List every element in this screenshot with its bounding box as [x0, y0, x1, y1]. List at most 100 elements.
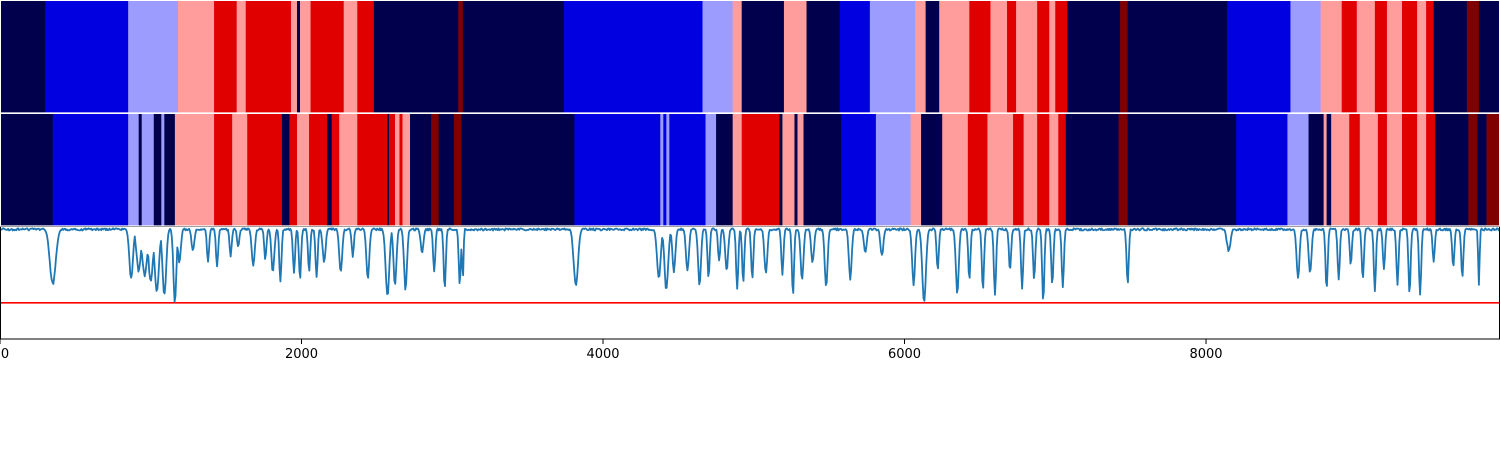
- state-segment: [1478, 0, 1500, 113]
- state-segment: [1386, 0, 1403, 113]
- state-segment: [1023, 113, 1038, 226]
- state-segment: [357, 113, 388, 226]
- state-segment: [1331, 113, 1350, 226]
- state-segment: [327, 113, 333, 226]
- state-segment: [783, 0, 807, 113]
- state-segment: [1402, 113, 1418, 226]
- x-tick-label: 8000: [1189, 347, 1222, 362]
- state-segment: [296, 0, 301, 113]
- state-segment: [563, 0, 703, 113]
- state-segment: [177, 0, 215, 113]
- state-segment: [399, 113, 403, 226]
- state-segment: [839, 0, 871, 113]
- state-segment: [741, 113, 780, 226]
- state-segment: [910, 113, 922, 226]
- state-segment: [782, 113, 795, 226]
- state-segment: [1007, 0, 1017, 113]
- state-segment: [915, 0, 927, 113]
- state-segment: [841, 113, 877, 226]
- state-segment: [453, 113, 462, 226]
- state-segment: [1055, 0, 1068, 113]
- state-segment: [45, 0, 129, 113]
- state-segment: [921, 113, 943, 226]
- state-segment: [1120, 0, 1129, 113]
- state-segment: [387, 113, 390, 226]
- state-segment: [402, 113, 411, 226]
- state-segment: [438, 113, 455, 226]
- state-segment: [1320, 0, 1343, 113]
- state-segment: [1016, 0, 1038, 113]
- state-segment: [1402, 0, 1418, 113]
- state-segment: [1377, 113, 1388, 226]
- state-segment: [141, 113, 155, 226]
- state-segment: [1227, 0, 1291, 113]
- state-segment: [1341, 0, 1358, 113]
- state-segment: [732, 0, 743, 113]
- state-segment: [458, 0, 464, 113]
- state-segment: [138, 113, 143, 226]
- state-segment: [461, 113, 575, 226]
- line-panel: [0, 227, 1500, 304]
- state-segment: [245, 0, 292, 113]
- state-segment: [1065, 113, 1119, 226]
- state-segment: [164, 113, 176, 226]
- state-segment: [1326, 113, 1332, 226]
- state-segment: [1435, 113, 1469, 226]
- state-segment: [247, 113, 283, 226]
- state-segment: [1323, 113, 1328, 226]
- state-segment: [281, 113, 290, 226]
- state-segment: [1426, 113, 1436, 226]
- state-segment: [967, 113, 988, 226]
- state-segment: [128, 0, 179, 113]
- state-segment: [732, 113, 743, 226]
- state-segment: [1477, 113, 1487, 226]
- signal-line: [0, 227, 1500, 303]
- state-segment: [431, 113, 440, 226]
- state-segment: [357, 0, 375, 113]
- x-tick-label: 6000: [888, 347, 921, 362]
- state-segment: [339, 113, 358, 226]
- state-segment: [410, 113, 432, 226]
- state-segment: [300, 0, 311, 113]
- state-segment: [232, 113, 248, 226]
- state-segment: [1308, 113, 1325, 226]
- state-segment: [669, 113, 706, 226]
- state-segment: [373, 0, 459, 113]
- state-segment: [925, 0, 940, 113]
- x-tick-label: 2000: [285, 347, 318, 362]
- state-segment: [1118, 113, 1129, 226]
- state-segment: [1013, 113, 1025, 226]
- state-segment: [741, 0, 785, 113]
- state-segment: [1127, 0, 1228, 113]
- state-segment: [803, 113, 842, 226]
- state-segment: [462, 0, 565, 113]
- state-segment: [987, 113, 1014, 226]
- state-segment: [663, 113, 667, 226]
- state-segment: [1058, 113, 1067, 226]
- state-segment: [1417, 0, 1427, 113]
- state-segment: [716, 113, 734, 226]
- state-segment: [942, 113, 969, 226]
- state-segment: [1037, 0, 1050, 113]
- state-segment: [1037, 113, 1050, 226]
- state-segment: [153, 113, 162, 226]
- state-segment: [236, 0, 247, 113]
- state-segment: [128, 113, 140, 226]
- state-segment: [394, 113, 400, 226]
- state-segment: [52, 113, 129, 226]
- state-segment: [1067, 0, 1121, 113]
- x-tick-label: 0: [1, 347, 9, 362]
- state-segment: [214, 113, 233, 226]
- state-tracks: [0, 0, 1500, 226]
- state-segment: [296, 113, 310, 226]
- state-segment: [1127, 113, 1237, 226]
- state-segment: [1417, 113, 1427, 226]
- state-segment: [875, 113, 911, 226]
- state-segment: [1356, 0, 1376, 113]
- state-segment: [309, 113, 328, 226]
- state-segment: [289, 113, 298, 226]
- state-segment: [574, 113, 661, 226]
- track-2: [0, 113, 1500, 226]
- state-segment: [969, 0, 991, 113]
